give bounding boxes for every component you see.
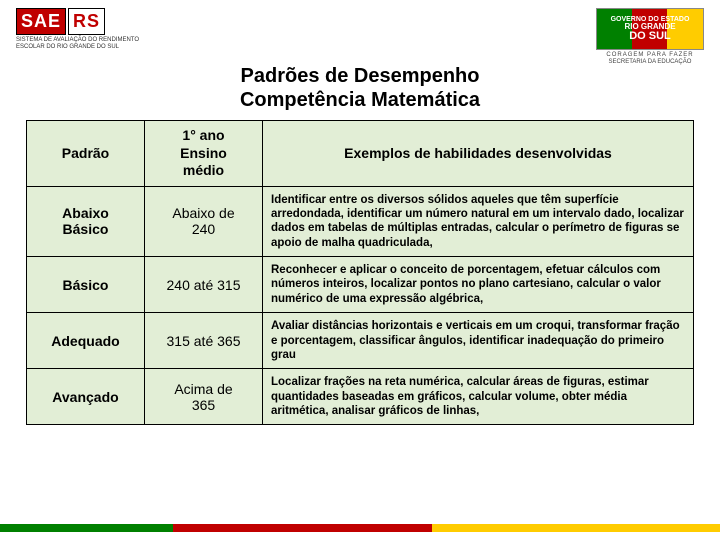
header: SAE RS SISTEMA DE AVALIAÇÃO DO RENDIMENT… (0, 0, 720, 66)
gov-motto: CORAGEM PARA FAZER (606, 52, 693, 58)
page-title-line1: Padrões de Desempenho (0, 64, 720, 88)
footer-stripe (0, 524, 720, 532)
table-row: Básico 240 até 315 Reconhecer e aplicar … (27, 257, 694, 313)
cell-padrao: Adequado (27, 313, 145, 369)
col-ano-l2: Ensino (153, 145, 254, 163)
cell-range: 240 até 315 (145, 257, 263, 313)
table-row: Adequado 315 até 365 Avaliar distâncias … (27, 313, 694, 369)
title-block: Padrões de Desempenho Competência Matemá… (0, 64, 720, 112)
logo-left: SAE RS SISTEMA DE AVALIAÇÃO DO RENDIMENT… (16, 8, 156, 50)
logo-prefix: SAE (16, 8, 66, 35)
cell-range: Abaixo de 240 (145, 186, 263, 257)
col-ano-l3: médio (153, 162, 254, 180)
col-ano: 1° ano Ensino médio (145, 121, 263, 187)
col-padrao: Padrão (27, 121, 145, 187)
cell-padrao: Básico (27, 257, 145, 313)
cell-desc: Identificar entre os diversos sólidos aq… (263, 186, 694, 257)
saers-logo: SAE RS (16, 8, 156, 35)
cell-range: 315 até 365 (145, 313, 263, 369)
government-logo: GOVERNO DO ESTADO RIO GRANDE DO SUL (596, 8, 704, 50)
stripe-red (173, 524, 432, 532)
table-row: Avançado Acima de 365 Localizar frações … (27, 369, 694, 425)
col-exemplos: Exemplos de habilidades desenvolvidas (263, 121, 694, 187)
logo-suffix: RS (68, 8, 105, 35)
range-l1: 240 até 315 (153, 277, 254, 293)
padrao-l1: Básico (35, 277, 136, 293)
page-title-line2: Competência Matemática (0, 88, 720, 112)
gov-line3: DO SUL (629, 31, 671, 42)
performance-table: Padrão 1° ano Ensino médio Exemplos de h… (26, 120, 694, 425)
cell-desc: Localizar frações na reta numérica, calc… (263, 369, 694, 425)
logo-right: GOVERNO DO ESTADO RIO GRANDE DO SUL CORA… (596, 8, 704, 65)
cell-padrao: Abaixo Básico (27, 186, 145, 257)
table-row: Abaixo Básico Abaixo de 240 Identificar … (27, 186, 694, 257)
range-l1: Abaixo de (153, 205, 254, 221)
cell-padrao: Avançado (27, 369, 145, 425)
range-l1: 315 até 365 (153, 333, 254, 349)
table-header-row: Padrão 1° ano Ensino médio Exemplos de h… (27, 121, 694, 187)
gov-department: SECRETARIA DA EDUCAÇÃO (609, 59, 692, 65)
logo-subtitle: SISTEMA DE AVALIAÇÃO DO RENDIMENTO ESCOL… (16, 37, 156, 50)
table-wrap: Padrão 1° ano Ensino médio Exemplos de h… (0, 112, 720, 425)
padrao-l2: Básico (35, 221, 136, 237)
range-l2: 240 (153, 221, 254, 237)
range-l1: Acima de (153, 381, 254, 397)
cell-range: Acima de 365 (145, 369, 263, 425)
stripe-green (0, 524, 173, 532)
cell-desc: Avaliar distâncias horizontais e vertica… (263, 313, 694, 369)
padrao-l1: Adequado (35, 333, 136, 349)
padrao-l1: Avançado (35, 389, 136, 405)
padrao-l1: Abaixo (35, 205, 136, 221)
col-ano-l1: 1° ano (153, 127, 254, 145)
stripe-yellow (432, 524, 720, 532)
cell-desc: Reconhecer e aplicar o conceito de porce… (263, 257, 694, 313)
range-l2: 365 (153, 397, 254, 413)
